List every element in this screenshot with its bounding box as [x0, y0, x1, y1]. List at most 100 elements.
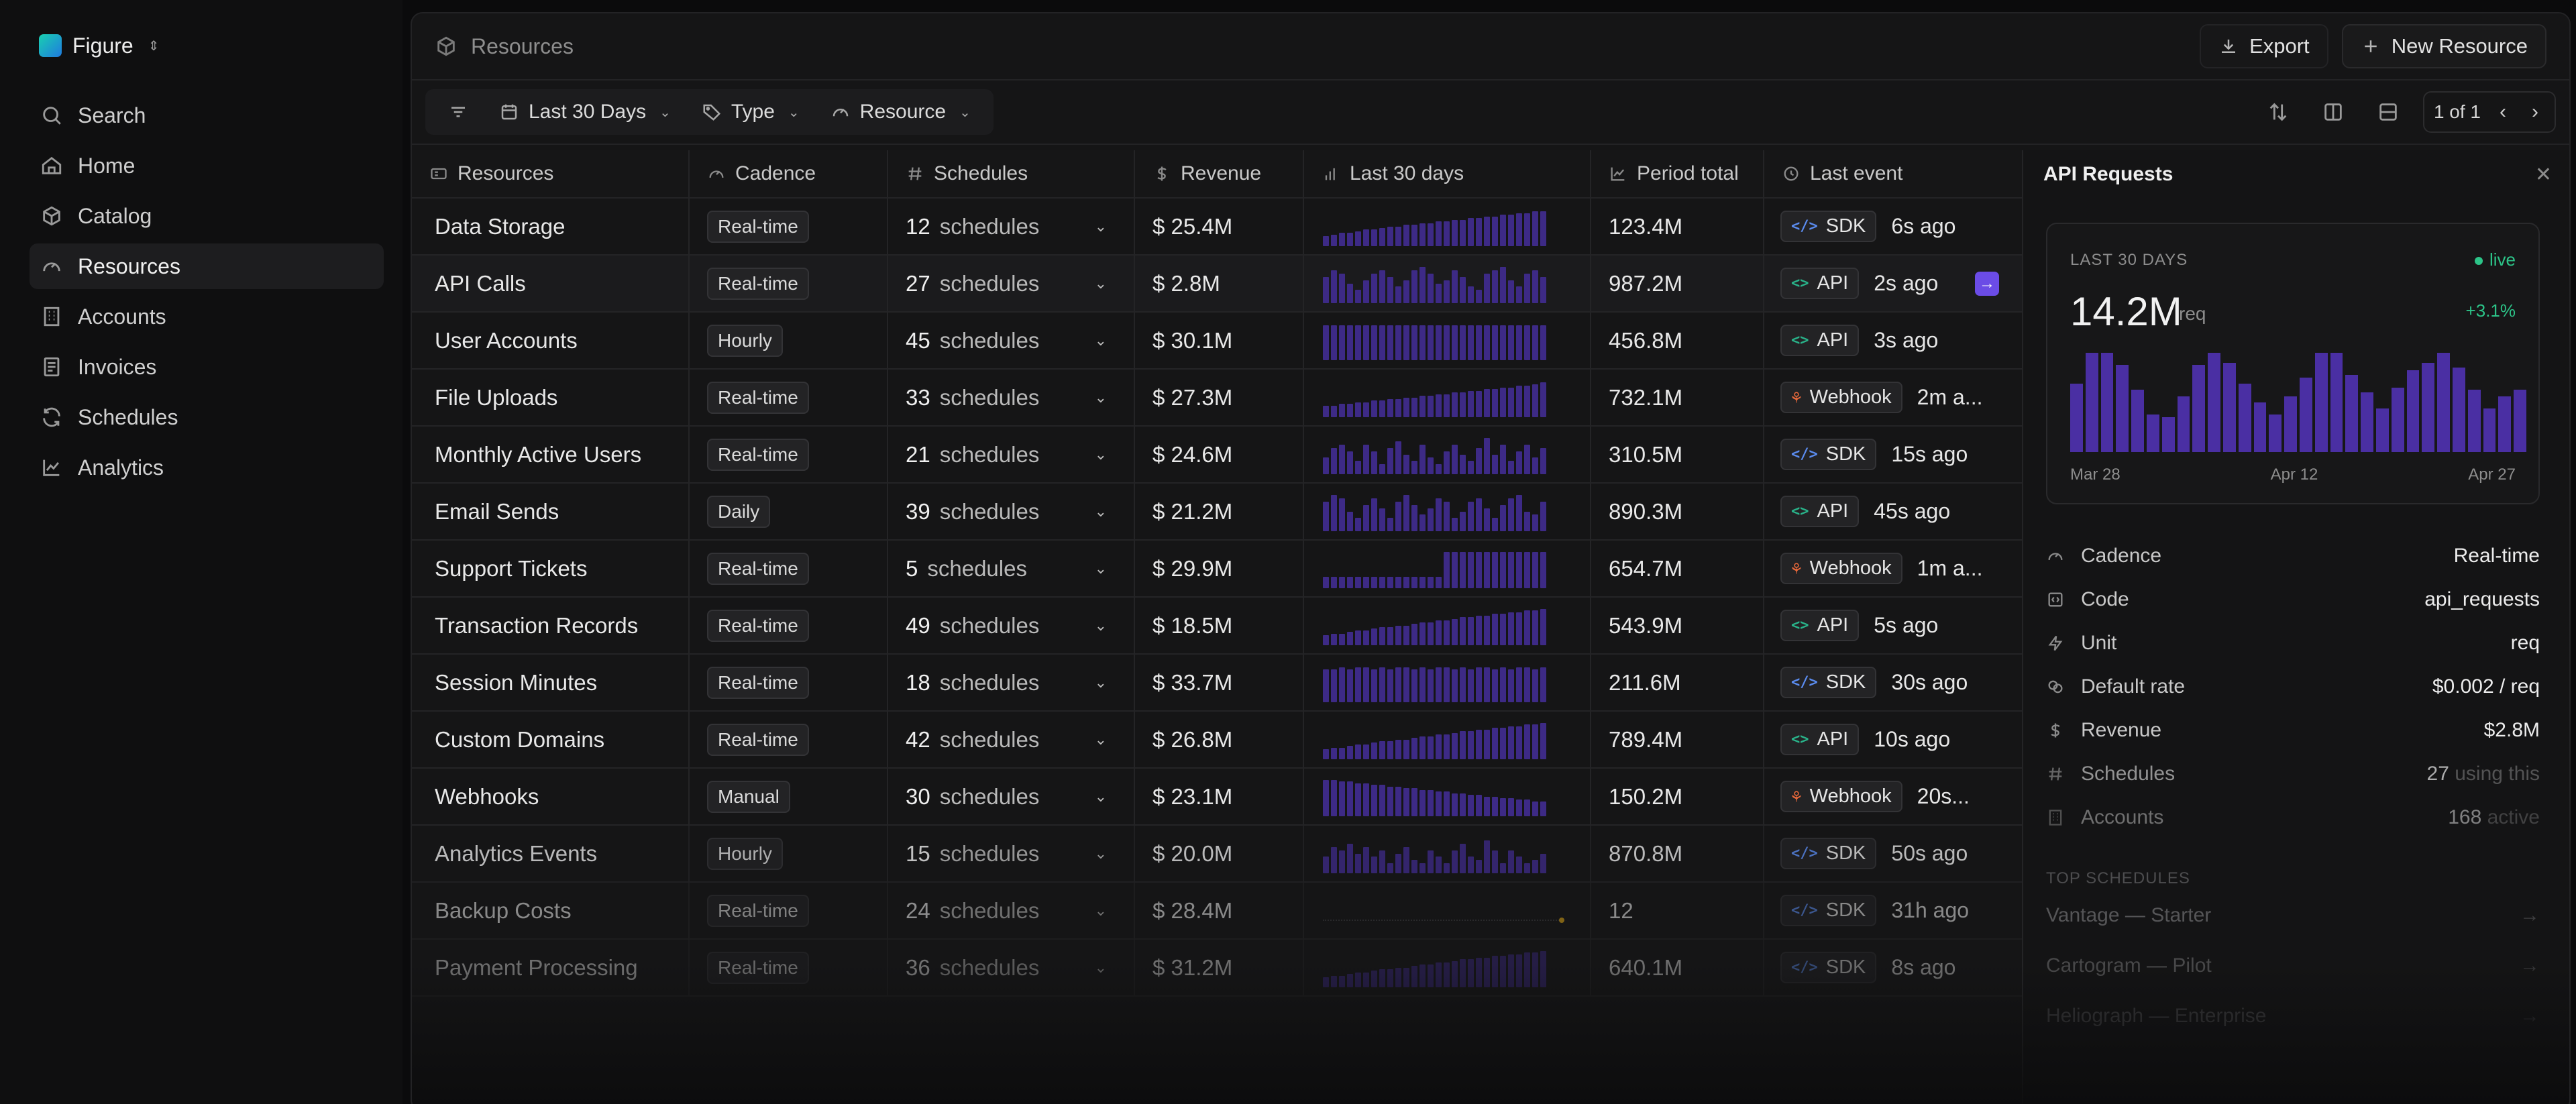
- sparkline-bar: [1532, 952, 1538, 987]
- sidebar-item-invoices[interactable]: Invoices: [30, 344, 384, 390]
- bolt-icon: [2048, 635, 2063, 651]
- open-detail-button[interactable]: →: [1975, 271, 1999, 296]
- schedules-dropdown[interactable]: 27 schedules ⌄: [888, 256, 1135, 311]
- prev-page-button[interactable]: ‹: [2500, 101, 2506, 123]
- sparkline-bar: [1436, 394, 1442, 417]
- table-row[interactable]: Data Storage Real-time 12 schedules ⌄ $ 25.4M…: [412, 199, 2022, 256]
- last-event-cell: <> API 45s ago: [1764, 484, 2022, 539]
- resource-name: Data Storage: [412, 199, 690, 254]
- sparkline-bar: [1508, 280, 1514, 303]
- property-value: 27 using this: [2426, 762, 2540, 785]
- close-icon[interactable]: ✕: [2534, 163, 2552, 186]
- sparkline-bar: [1532, 384, 1538, 417]
- schedules-dropdown[interactable]: 45 schedules ⌄: [888, 313, 1135, 368]
- new-resource-button[interactable]: New Resource: [2341, 24, 2546, 68]
- sidebar-item-label: Search: [78, 103, 146, 127]
- column-header-last-30-days[interactable]: Last 30 days: [1304, 150, 1591, 197]
- revenue-cell: $ 26.8M: [1135, 712, 1304, 767]
- sparkline-bar: [1428, 622, 1434, 645]
- sparkline-bar: [1516, 286, 1522, 303]
- event-source-badge: </> SDK: [1780, 838, 1877, 869]
- table-row[interactable]: User Accounts Hourly 45 schedules ⌄ $ 30.1M 45…: [412, 313, 2022, 370]
- event-time: 1m a...: [1917, 556, 1983, 580]
- schedules-dropdown[interactable]: 39 schedules ⌄: [888, 484, 1135, 539]
- sparkline-bar: [1524, 799, 1530, 816]
- table-row[interactable]: Custom Domains Real-time 42 schedules ⌄ $ 26.…: [412, 712, 2022, 769]
- sparkline-cell: [1304, 712, 1591, 767]
- sparkline-bar: [1500, 266, 1506, 303]
- resource-filter[interactable]: Resource ⌄: [818, 93, 983, 131]
- sparkline-bar: [1339, 444, 1345, 474]
- sparkline-bar: [1387, 576, 1393, 588]
- filter-toggle-button[interactable]: [436, 93, 480, 131]
- column-header-resources[interactable]: Resources: [412, 150, 690, 197]
- gauge-icon: [2048, 552, 2063, 560]
- sparkline-bar: [1411, 859, 1417, 873]
- sparkline-bar: [1371, 400, 1377, 417]
- schedules-dropdown[interactable]: 30 schedules ⌄: [888, 769, 1135, 824]
- sparkline-bar: [1379, 576, 1385, 588]
- column-header-last-event[interactable]: Last event: [1764, 150, 2022, 197]
- schedules-dropdown[interactable]: 42 schedules ⌄: [888, 712, 1135, 767]
- schedules-dropdown[interactable]: 24 schedules ⌄: [888, 883, 1135, 938]
- schedules-dropdown[interactable]: 12 schedules ⌄: [888, 199, 1135, 254]
- schedules-dropdown[interactable]: 33 schedules ⌄: [888, 370, 1135, 425]
- table-row[interactable]: Payment Processing Real-time 36 schedules ⌄ $…: [412, 940, 2022, 997]
- sidebar-item-analytics[interactable]: Analytics: [30, 445, 384, 490]
- top-schedule-item[interactable]: Cartogram — Pilot →: [2046, 954, 2540, 977]
- table-row[interactable]: Monthly Active Users Real-time 21 schedules…: [412, 427, 2022, 484]
- column-header-cadence[interactable]: Cadence: [690, 150, 888, 197]
- schedules-dropdown[interactable]: 18 schedules ⌄: [888, 655, 1135, 710]
- table-row[interactable]: Support Tickets Real-time 5 schedules ⌄ $ 29.…: [412, 541, 2022, 598]
- column-header-revenue[interactable]: Revenue: [1135, 150, 1304, 197]
- table-row[interactable]: Analytics Events Hourly 15 schedules ⌄ $ 20.0…: [412, 826, 2022, 883]
- sparkline-bar: [1436, 856, 1442, 873]
- table-row[interactable]: Email Sends Daily 39 schedules ⌄ $ 21.2M 890.3…: [412, 484, 2022, 541]
- sparkline-bar: [1484, 667, 1490, 702]
- cadence-cell: Hourly: [690, 826, 888, 881]
- column-header-schedules[interactable]: Schedules: [888, 150, 1135, 197]
- schedules-dropdown[interactable]: 49 schedules ⌄: [888, 598, 1135, 653]
- rows-layout-button[interactable]: [2368, 92, 2408, 132]
- date-range-label: Last 30 Days: [529, 101, 647, 123]
- table-row[interactable]: File Uploads Real-time 33 schedules ⌄ $ 27.3M…: [412, 370, 2022, 427]
- schedules-dropdown[interactable]: 5 schedules ⌄: [888, 541, 1135, 596]
- schedules-dropdown[interactable]: 21 schedules ⌄: [888, 427, 1135, 482]
- sparkline-bar: [1444, 620, 1450, 645]
- chevron-down-icon: ⌄: [959, 105, 971, 120]
- table-row[interactable]: API Calls Real-time 27 schedules ⌄ $ 2.8M 987.…: [412, 256, 2022, 313]
- invoice-icon: [44, 357, 60, 377]
- sparkline-bar: [1339, 325, 1345, 360]
- column-header-period-total[interactable]: Period total: [1591, 150, 1764, 197]
- property-key: Default rate: [2081, 675, 2186, 698]
- table-row[interactable]: Backup Costs Real-time 24 schedules ⌄ $ 28.4M…: [412, 883, 2022, 940]
- date-range-filter[interactable]: Last 30 Days ⌄: [487, 93, 683, 131]
- sparkline-bar: [1371, 325, 1377, 360]
- top-schedule-item[interactable]: Vantage — Starter →: [2046, 904, 2540, 926]
- sort-button[interactable]: [2258, 92, 2298, 132]
- sidebar-item-schedules[interactable]: Schedules: [30, 394, 384, 440]
- workspace-switcher[interactable]: Figure ⇕: [39, 32, 159, 59]
- sidebar-item-home[interactable]: Home: [30, 143, 384, 188]
- export-button[interactable]: Export: [2200, 24, 2328, 68]
- table-row[interactable]: Session Minutes Real-time 18 schedules ⌄ $ 33…: [412, 655, 2022, 712]
- sparkline-bar: [1532, 457, 1538, 474]
- sparkline-bar: [1500, 551, 1506, 588]
- columns-layout-button[interactable]: [2313, 92, 2353, 132]
- sparkline-bar: [1403, 224, 1409, 246]
- sidebar-item-search[interactable]: Search: [30, 93, 384, 138]
- schedules-word: schedules: [939, 897, 1040, 923]
- schedules-dropdown[interactable]: 36 schedules ⌄: [888, 940, 1135, 995]
- sparkline-bar: [1428, 457, 1434, 474]
- sidebar-item-accounts[interactable]: Accounts: [30, 294, 384, 339]
- top-schedule-item[interactable]: Heliograph — Enterprise →: [2046, 1005, 2540, 1027]
- schedules-dropdown[interactable]: 15 schedules ⌄: [888, 826, 1135, 881]
- type-filter[interactable]: Type ⌄: [690, 93, 812, 131]
- sidebar-item-resources[interactable]: Resources: [30, 243, 384, 289]
- table-row[interactable]: Webhooks Manual 30 schedules ⌄ $ 23.1M 150.2M ⚘…: [412, 769, 2022, 826]
- sparkline-bar: [1524, 213, 1530, 246]
- table-row[interactable]: Transaction Records Real-time 49 schedules ⌄…: [412, 598, 2022, 655]
- next-page-button[interactable]: ›: [2532, 101, 2538, 123]
- filter-lines-icon: [451, 107, 465, 117]
- sidebar-item-catalog[interactable]: Catalog: [30, 193, 384, 239]
